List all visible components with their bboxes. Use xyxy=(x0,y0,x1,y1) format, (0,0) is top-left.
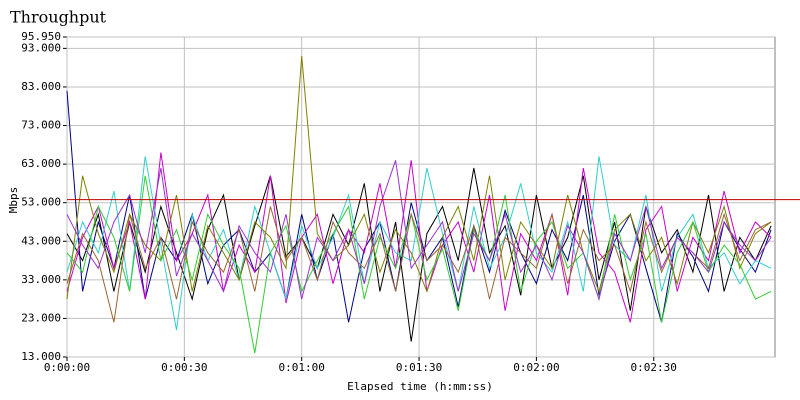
y-tick-label: 23.000 xyxy=(21,311,61,324)
x-tick-label: 0:02:30 xyxy=(631,361,677,374)
y-tick-label: 95.950 xyxy=(21,30,61,43)
y-tick-label: 63.000 xyxy=(21,157,61,170)
y-axis-label: Mbps xyxy=(7,187,20,214)
y-tick-label: 93.000 xyxy=(21,41,61,54)
plot-area xyxy=(66,36,776,358)
series-line xyxy=(66,160,772,301)
series-line xyxy=(66,156,772,331)
y-tick-label: 73.000 xyxy=(21,119,61,132)
y-tick-label: 33.000 xyxy=(21,273,61,286)
x-axis-label: Elapsed time (h:mm:ss) xyxy=(347,380,493,393)
series-line xyxy=(66,206,772,323)
series-line xyxy=(66,152,772,323)
x-tick-label: 0:01:30 xyxy=(396,361,442,374)
x-tick-label: 0:00:30 xyxy=(161,361,207,374)
y-tick-label: 53.000 xyxy=(21,196,61,209)
series-line xyxy=(66,167,772,342)
y-tick-label: 43.000 xyxy=(21,234,61,247)
x-tick-label: 0:02:00 xyxy=(513,361,559,374)
x-tick-label: 0:01:00 xyxy=(279,361,325,374)
x-tick-label: 0:00:00 xyxy=(44,361,90,374)
chart-title: Throughput xyxy=(10,8,107,27)
series-line xyxy=(66,56,772,300)
y-tick-label: 83.000 xyxy=(21,80,61,93)
y-tick-label: 13.000 xyxy=(21,350,61,363)
series-line xyxy=(66,90,772,323)
